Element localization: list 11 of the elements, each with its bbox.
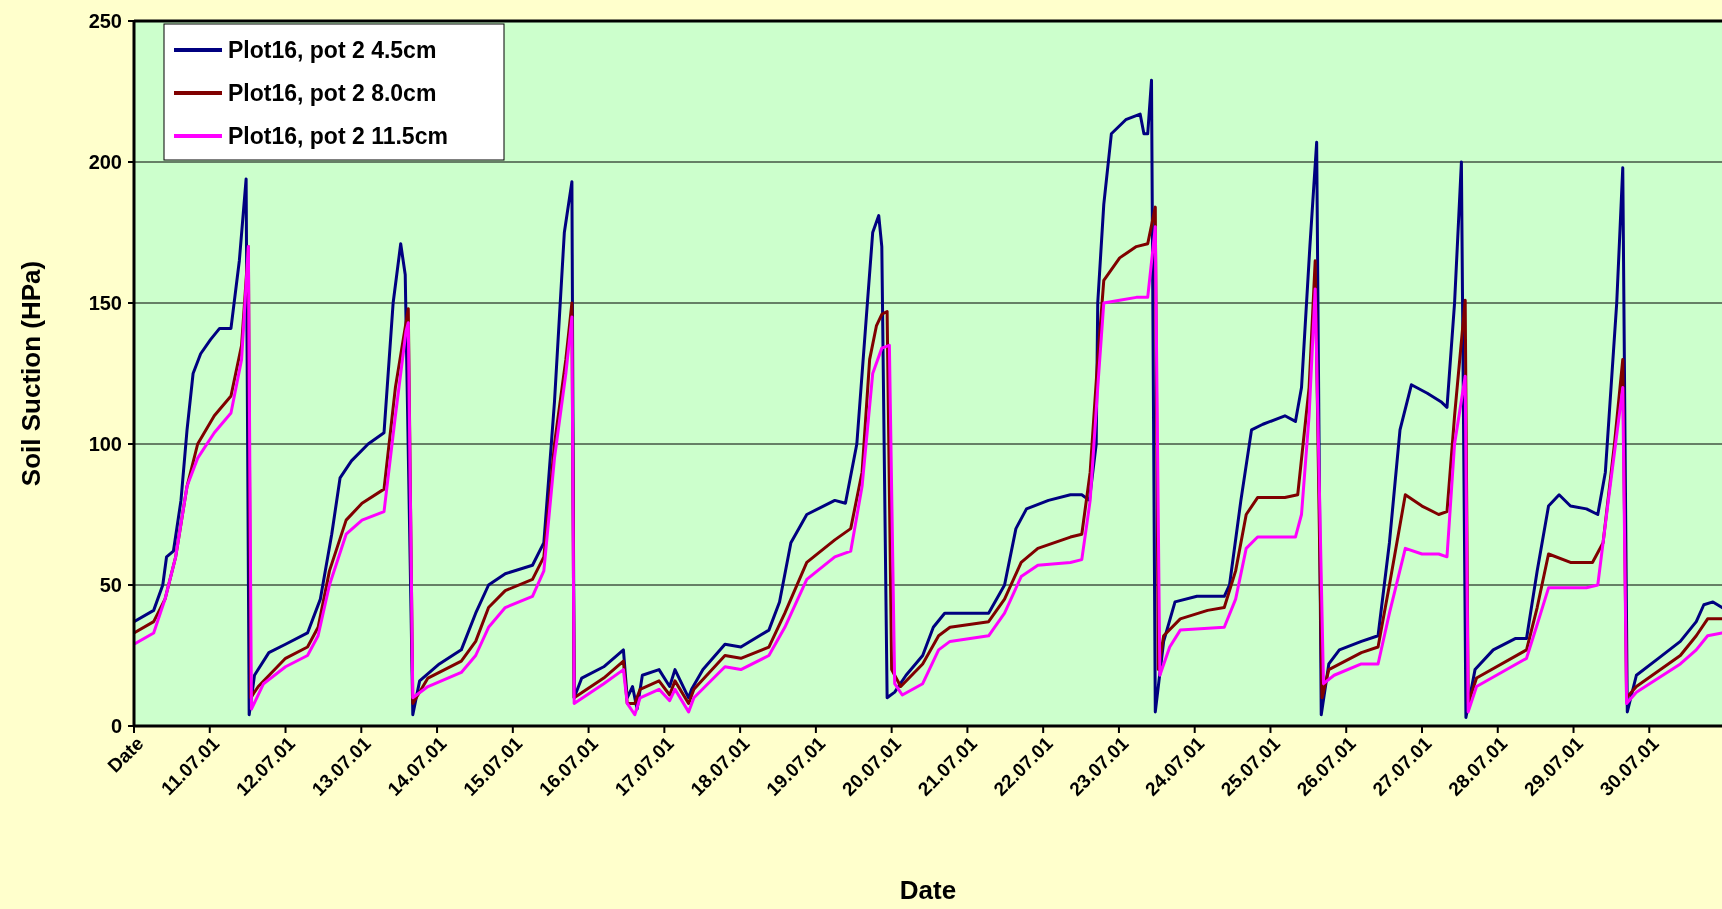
legend-label: Plot16, pot 2 4.5cm (228, 37, 437, 64)
x-axis-title: Date (899, 875, 957, 905)
y-tick-label: 0 (110, 715, 122, 737)
y-tick-label: 250 (88, 10, 122, 32)
y-tick-label: 150 (88, 292, 122, 314)
y-axis-title: Soil Suction (HPa) (16, 260, 46, 487)
y-tick-label: 200 (88, 151, 122, 173)
legend-label: Plot16, pot 2 11.5cm (228, 123, 448, 150)
legend-label: Plot16, pot 2 8.0cm (228, 80, 437, 107)
y-tick-label: 100 (88, 433, 122, 455)
y-tick-label: 50 (99, 574, 122, 596)
